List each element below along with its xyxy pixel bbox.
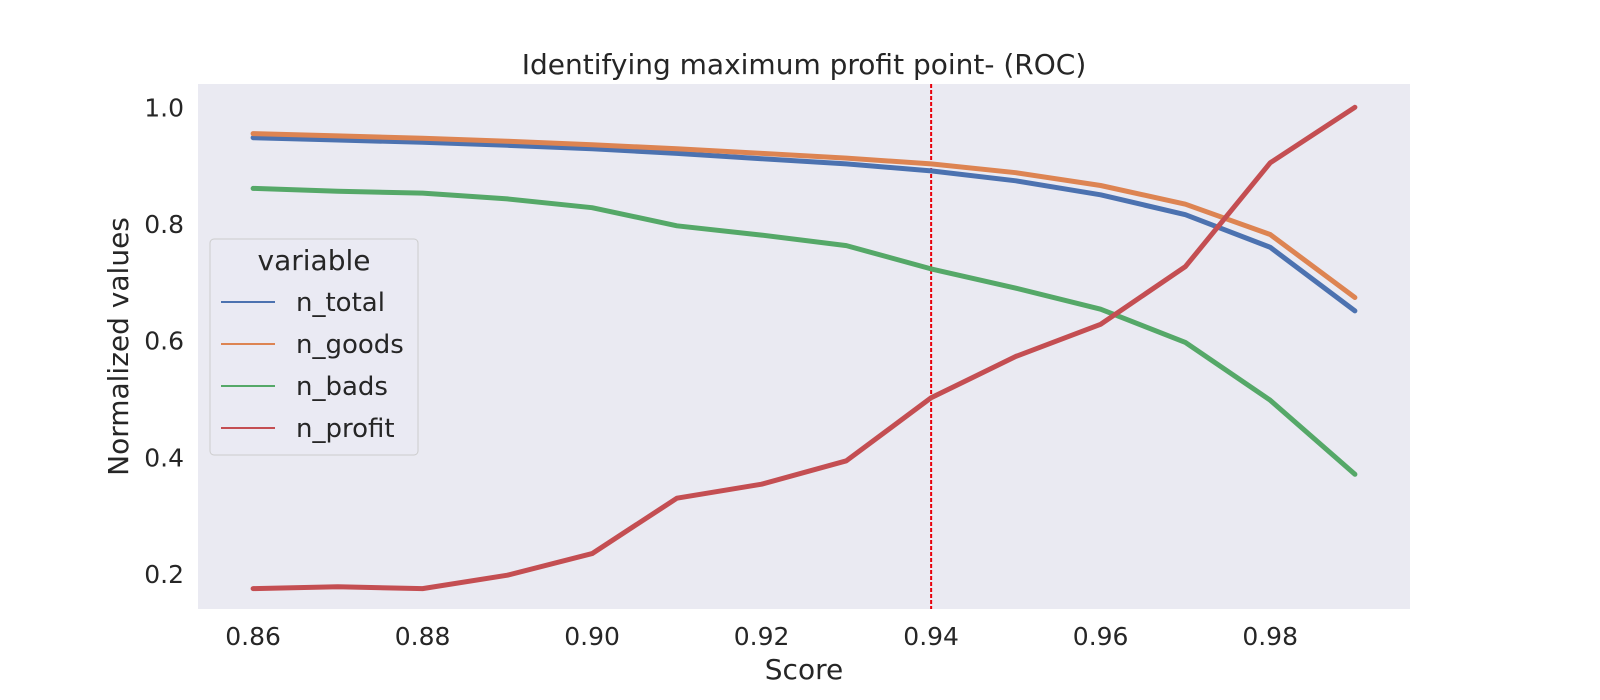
y-tick-label: 0.6 (144, 327, 184, 356)
series-line-n-profit (250, 104, 1358, 592)
y-tick-label: 0.4 (144, 443, 184, 472)
series-line-n-total (250, 135, 1358, 314)
series-line-n-goods (250, 131, 1358, 300)
y-axis-label: Normalized values (102, 217, 135, 476)
y-tick-label: 1.0 (144, 93, 184, 122)
x-tick-label: 0.96 (1073, 622, 1129, 651)
legend-label-n-total: n_total (296, 288, 385, 318)
legend: variable n_total n_goods n_bads n_profit (209, 238, 419, 456)
x-tick-label: 0.90 (564, 622, 620, 651)
x-tick-label: 0.94 (903, 622, 959, 651)
legend-label-n-goods: n_goods (296, 330, 404, 360)
y-tick-label: 0.8 (144, 210, 184, 239)
legend-box (209, 238, 419, 456)
y-tick-label: 0.2 (144, 560, 184, 589)
x-tick-label: 0.86 (225, 622, 281, 651)
x-tick-label: 0.98 (1242, 622, 1298, 651)
legend-label-n-bads: n_bads (296, 372, 388, 402)
legend-label-n-profit: n_profit (296, 414, 395, 444)
legend-title: variable (258, 244, 371, 277)
chart-title: Identifying maximum profit point- (ROC) (522, 48, 1087, 81)
x-tick-label: 0.92 (734, 622, 790, 651)
x-axis-label: Score (765, 653, 843, 686)
x-tick-label: 0.88 (395, 622, 451, 651)
series-line-n-bads (250, 185, 1358, 477)
